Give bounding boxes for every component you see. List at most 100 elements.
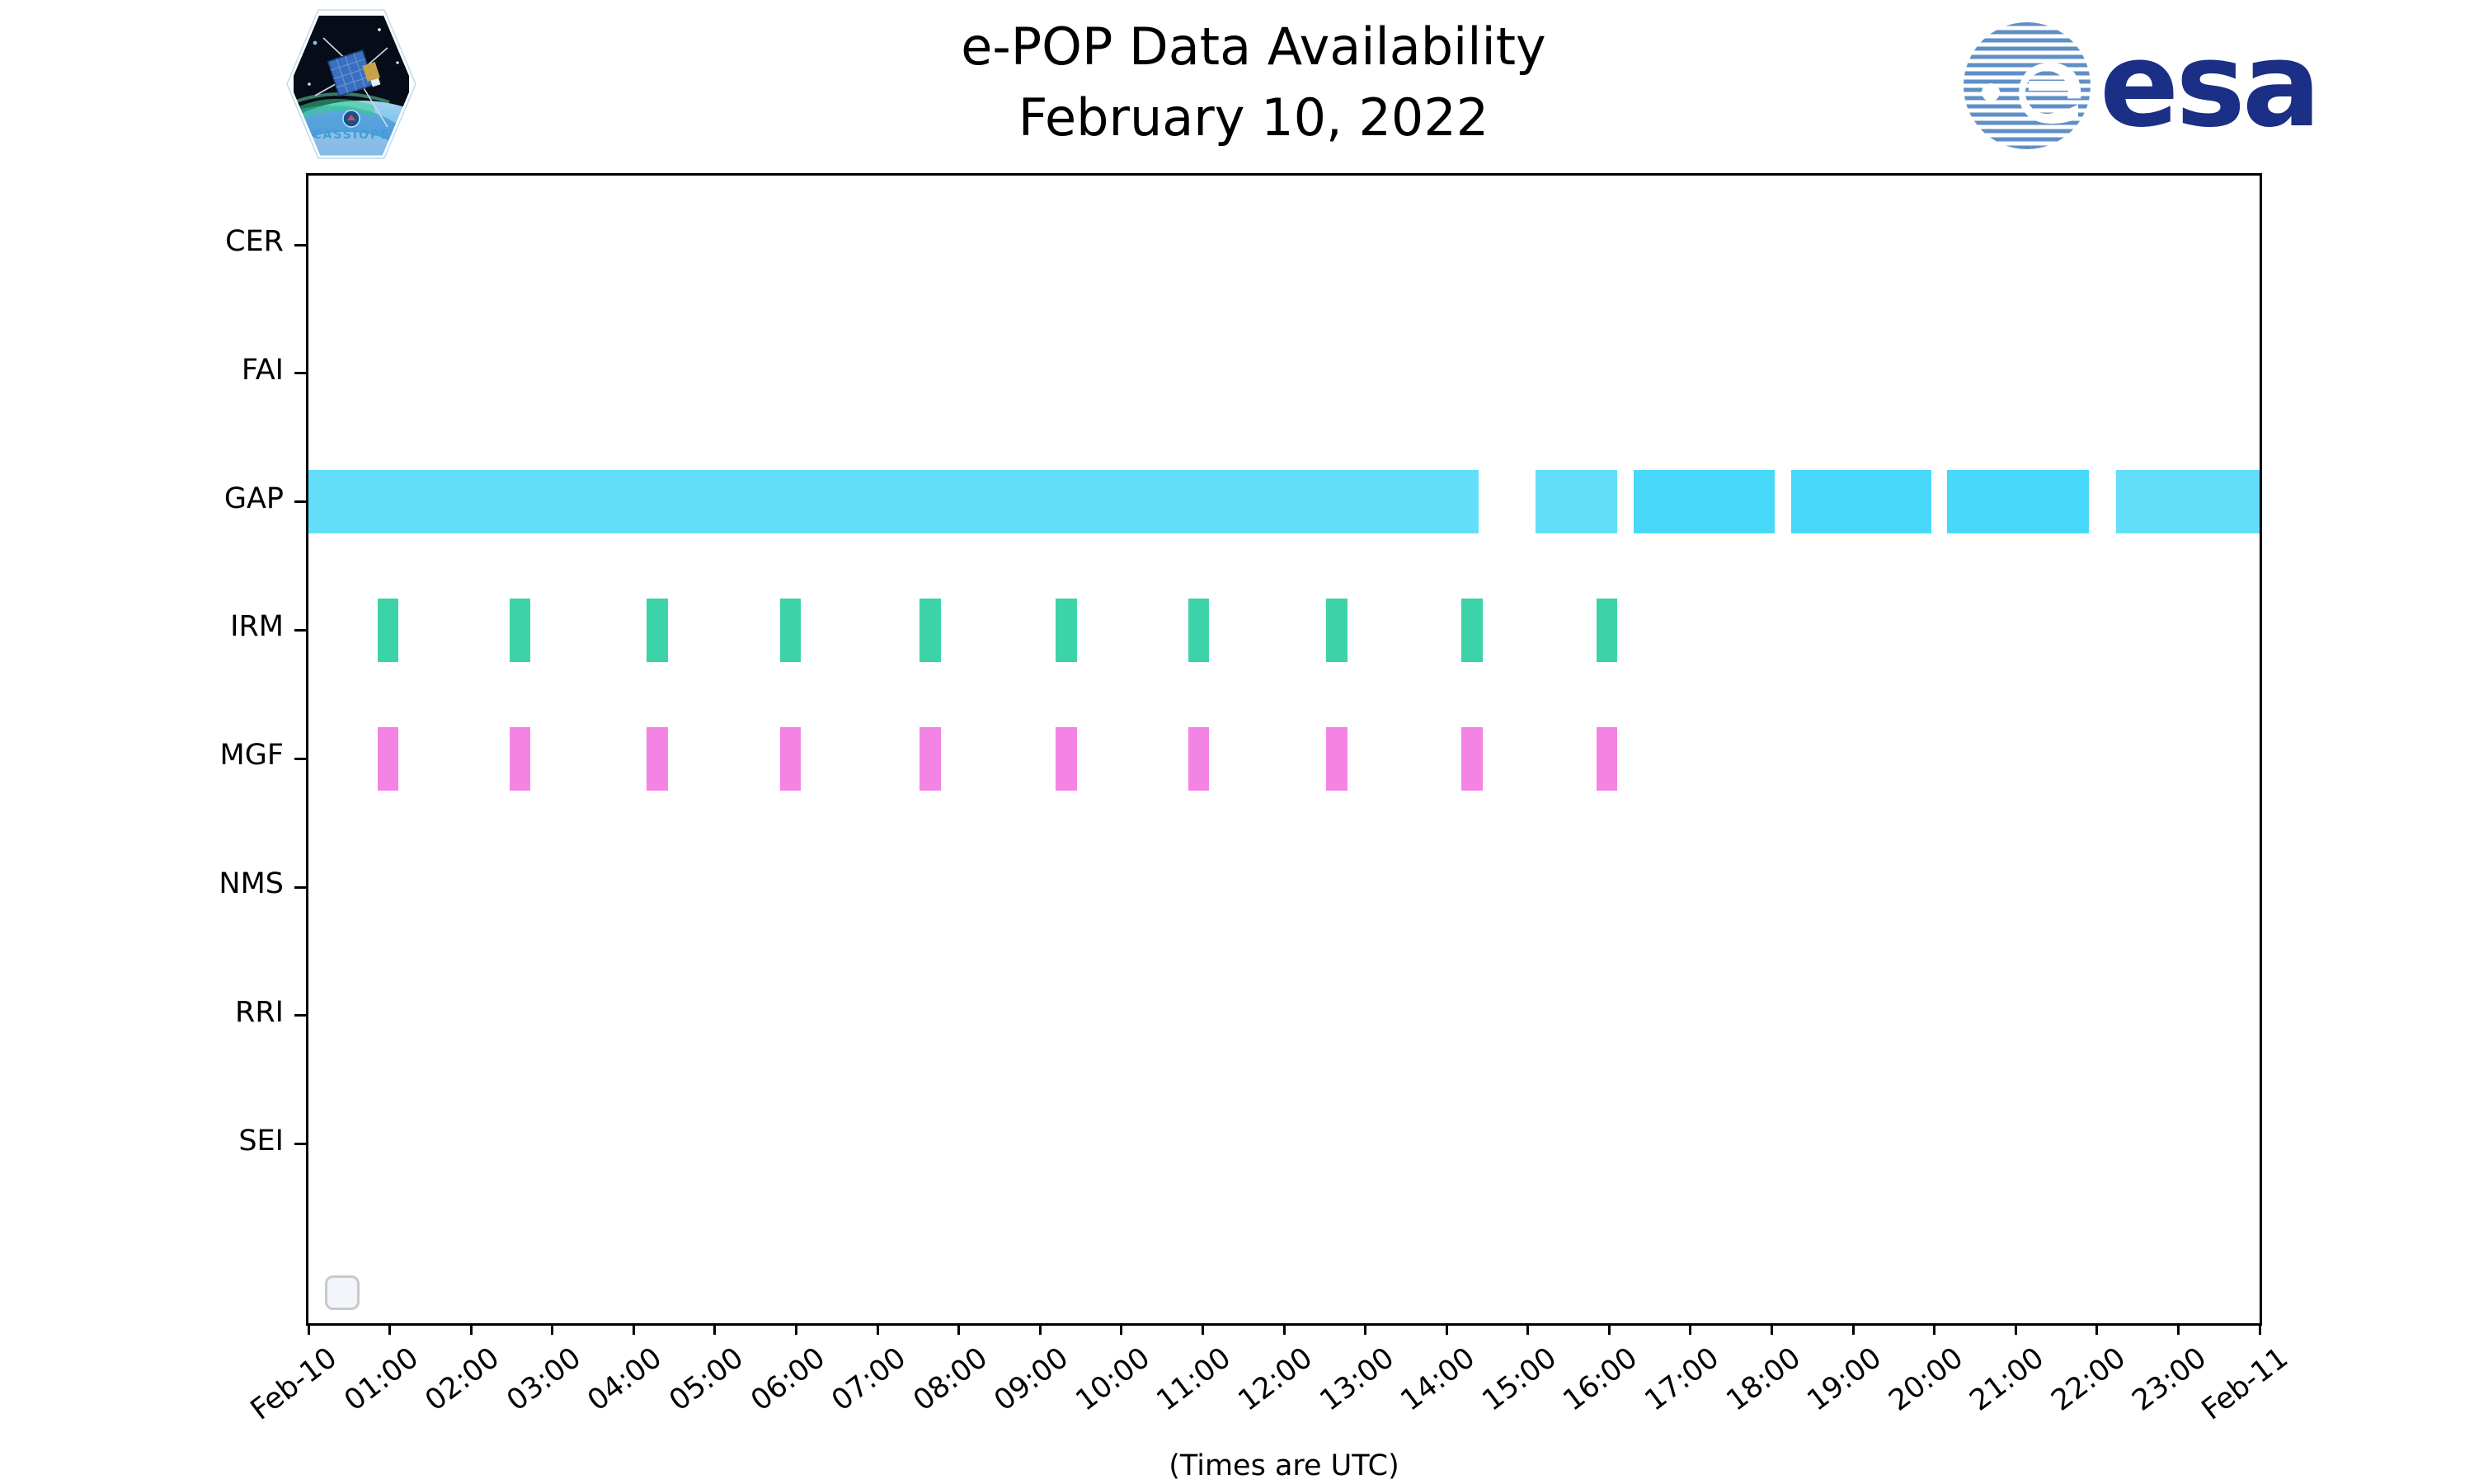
esa-globe-icon: e — [1964, 22, 2091, 149]
x-tick-label-1100: 11:00 — [1150, 1341, 1238, 1418]
chart-title-line1: e-POP Data Availability — [961, 16, 1546, 77]
plot-frame — [306, 173, 2262, 1326]
x-tick-label-1700: 17:00 — [1639, 1341, 1725, 1418]
mgf-availability-bar — [1326, 726, 1348, 791]
mgf-availability-bar — [509, 726, 531, 791]
x-tick-mark — [469, 1323, 473, 1335]
x-tick-mark — [307, 1323, 310, 1335]
x-tick-label-2100: 21:00 — [1964, 1341, 2051, 1418]
x-tick-mark — [2176, 1323, 2180, 1335]
irm-availability-bar — [1460, 598, 1483, 662]
mgf-availability-bar — [920, 726, 941, 791]
y-tick-mark — [294, 500, 306, 504]
x-tick-mark — [795, 1323, 797, 1335]
y-tick-label-nms: NMS — [219, 867, 284, 900]
x-tick-label-0900: 09:00 — [988, 1341, 1075, 1418]
x-tick-label-1400: 14:00 — [1395, 1341, 1482, 1418]
gap-availability-bar — [1535, 470, 1618, 534]
x-tick-mark — [2258, 1323, 2261, 1335]
x-tick-mark — [957, 1323, 961, 1335]
x-tick-mark — [1201, 1323, 1204, 1335]
x-tick-mark — [1851, 1323, 1855, 1335]
cassiope-badge-label: CASSIOPE — [313, 129, 390, 142]
x-tick-label-0600: 06:00 — [744, 1341, 831, 1418]
x-tick-label-1300: 13:00 — [1314, 1341, 1400, 1418]
legend-empty-box — [325, 1275, 360, 1310]
mgf-availability-bar — [377, 726, 399, 791]
irm-availability-bar — [1596, 598, 1618, 662]
gap-availability-bar — [308, 470, 1479, 534]
x-tick-mark — [2014, 1323, 2017, 1335]
y-tick-label-sei: SEI — [238, 1124, 284, 1158]
y-tick-mark — [294, 1014, 306, 1017]
irm-availability-bar — [1055, 598, 1077, 662]
x-tick-mark — [1526, 1323, 1530, 1335]
x-tick-label-1600: 16:00 — [1557, 1341, 1644, 1418]
irm-availability-bar — [779, 598, 802, 662]
gap-availability-bar — [1947, 470, 2089, 534]
gap-availability-bar — [1633, 470, 1776, 534]
x-tick-label-0200: 02:00 — [419, 1341, 506, 1418]
mgf-availability-bar — [779, 726, 802, 791]
esa-wordmark: esa — [2100, 20, 2318, 152]
y-tick-mark — [294, 372, 306, 375]
x-tick-mark — [1771, 1323, 1773, 1335]
x-tick-label-0800: 08:00 — [907, 1341, 994, 1418]
cassiope-mission-badge: CASSIOPE — [284, 7, 419, 162]
x-tick-mark — [1038, 1323, 1042, 1335]
mgf-availability-bar — [1055, 726, 1077, 791]
x-tick-mark — [1445, 1323, 1448, 1335]
x-tick-label-1800: 18:00 — [1719, 1341, 1807, 1418]
chart-title: e-POP Data Availability February 10, 202… — [429, 12, 2078, 153]
x-tick-mark — [1120, 1323, 1123, 1335]
x-tick-mark — [1933, 1323, 1936, 1335]
y-tick-mark — [294, 628, 306, 632]
irm-availability-bar — [509, 598, 531, 662]
x-tick-label-2000: 20:00 — [1883, 1341, 1969, 1418]
x-tick-mark — [1607, 1323, 1611, 1335]
irm-availability-bar — [377, 598, 399, 662]
irm-availability-bar — [920, 598, 941, 662]
y-tick-label-gap: GAP — [223, 481, 284, 515]
mgf-availability-bar — [1460, 726, 1483, 791]
gap-availability-bar — [1791, 470, 1931, 534]
y-tick-label-irm: IRM — [230, 610, 284, 644]
x-tick-mark — [2095, 1323, 2099, 1335]
x-tick-label-1900: 19:00 — [1801, 1341, 1888, 1418]
irm-availability-bar — [1188, 598, 1210, 662]
y-tick-label-mgf: MGF — [219, 739, 284, 773]
x-axis-caption: (Times are UTC) — [1169, 1449, 1399, 1482]
mgf-availability-bar — [1188, 726, 1210, 791]
x-tick-mark — [632, 1323, 635, 1335]
x-tick-label-Feb-11: Feb-11 — [2195, 1341, 2295, 1427]
y-tick-label-cer: CER — [225, 225, 284, 258]
x-tick-label-2200: 22:00 — [2045, 1341, 2132, 1418]
y-tick-mark — [294, 1143, 306, 1146]
x-tick-label-1200: 12:00 — [1232, 1341, 1319, 1418]
chart-title-line2: February 10, 2022 — [1018, 87, 1489, 148]
y-tick-mark — [294, 757, 306, 760]
x-tick-mark — [388, 1323, 392, 1335]
x-tick-label-1000: 10:00 — [1070, 1341, 1156, 1418]
x-tick-mark — [713, 1323, 717, 1335]
esa-logo: e esa — [1964, 20, 2321, 152]
y-tick-label-fai: FAI — [241, 353, 284, 387]
x-tick-label-0300: 03:00 — [501, 1341, 587, 1418]
y-tick-mark — [294, 885, 306, 889]
mgf-availability-bar — [1596, 726, 1618, 791]
x-tick-mark — [876, 1323, 879, 1335]
x-tick-label-0400: 04:00 — [581, 1341, 669, 1418]
x-tick-label-Feb-10: Feb-10 — [244, 1341, 344, 1427]
gap-availability-bar — [2116, 470, 2260, 534]
x-tick-mark — [1689, 1323, 1692, 1335]
x-tick-label-0100: 01:00 — [338, 1341, 425, 1418]
irm-availability-bar — [647, 598, 668, 662]
y-tick-mark — [294, 243, 306, 247]
mgf-availability-bar — [647, 726, 668, 791]
x-tick-mark — [1282, 1323, 1286, 1335]
x-tick-label-0700: 07:00 — [825, 1341, 913, 1418]
y-tick-label-rri: RRI — [235, 995, 284, 1029]
irm-availability-bar — [1326, 598, 1348, 662]
x-tick-label-0500: 05:00 — [663, 1341, 750, 1418]
